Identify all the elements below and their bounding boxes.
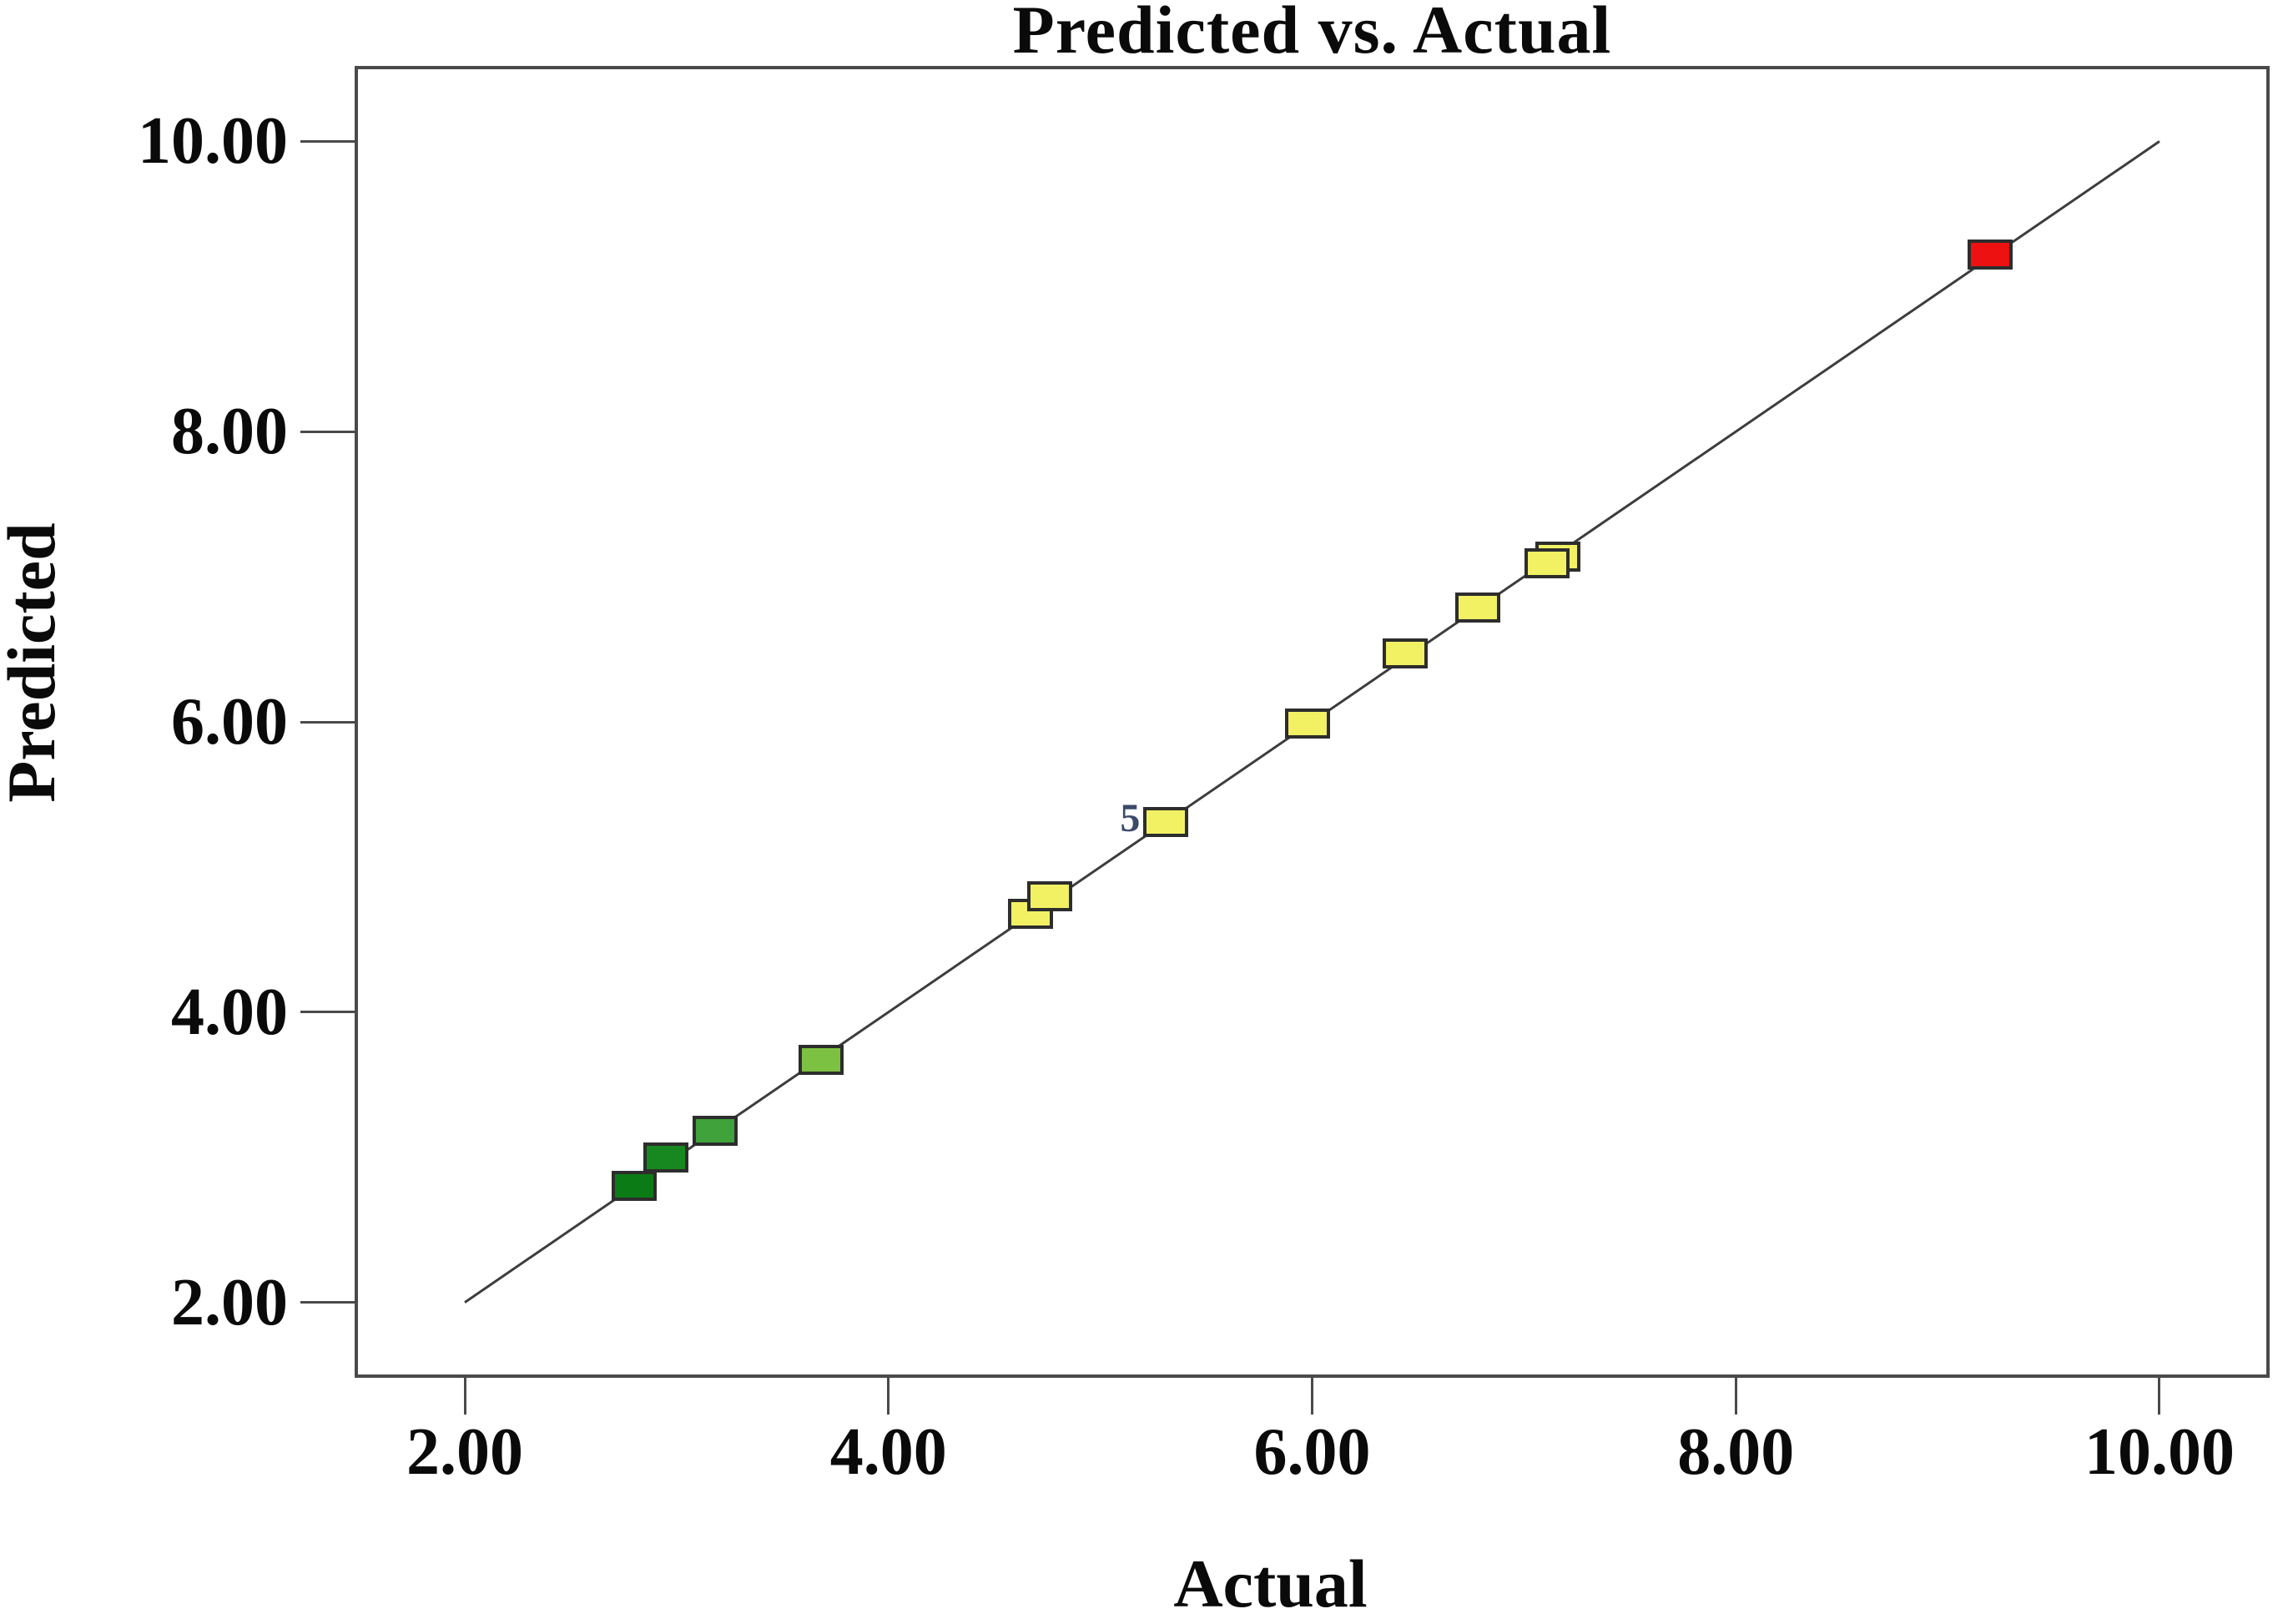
y-tick-label: 4.00 bbox=[171, 975, 288, 1049]
y-tick-label: 2.00 bbox=[171, 1265, 288, 1339]
y-tick-label: 8.00 bbox=[171, 395, 288, 469]
x-tick-label: 6.00 bbox=[1253, 1415, 1371, 1489]
y-axis-title: Predicted bbox=[0, 522, 69, 803]
data-point bbox=[1026, 880, 1072, 911]
x-tick-label: 4.00 bbox=[829, 1415, 947, 1489]
x-tick bbox=[1311, 1378, 1313, 1415]
data-point bbox=[612, 1171, 658, 1202]
y-tick-label: 10.00 bbox=[138, 104, 288, 179]
data-point bbox=[643, 1142, 689, 1173]
y-tick bbox=[300, 430, 355, 433]
x-tick bbox=[887, 1378, 890, 1415]
replicate-count-label: 5 bbox=[1120, 795, 1141, 840]
y-tick-label: 6.00 bbox=[171, 685, 288, 759]
x-tick-label: 8.00 bbox=[1677, 1415, 1795, 1489]
data-point bbox=[1967, 240, 2013, 270]
data-point bbox=[1454, 592, 1500, 623]
x-axis-title: Actual bbox=[1173, 1546, 1368, 1621]
y-tick bbox=[300, 139, 355, 143]
data-point bbox=[1524, 548, 1570, 579]
x-tick bbox=[463, 1378, 466, 1415]
data-point bbox=[1383, 638, 1429, 669]
data-point bbox=[798, 1045, 844, 1076]
plot-area: 5 bbox=[355, 66, 2270, 1378]
x-tick-label: 10.00 bbox=[2084, 1415, 2235, 1489]
x-tick bbox=[2158, 1378, 2161, 1415]
chart-title: Predicted vs. Actual bbox=[1012, 0, 1612, 68]
y-tick bbox=[300, 1011, 355, 1014]
data-point bbox=[692, 1116, 738, 1147]
data-point bbox=[1285, 708, 1331, 739]
data-point bbox=[1143, 806, 1189, 837]
x-tick bbox=[1734, 1378, 1737, 1415]
y-tick bbox=[300, 1301, 355, 1304]
y-tick bbox=[300, 720, 355, 724]
x-tick-label: 2.00 bbox=[406, 1415, 523, 1489]
